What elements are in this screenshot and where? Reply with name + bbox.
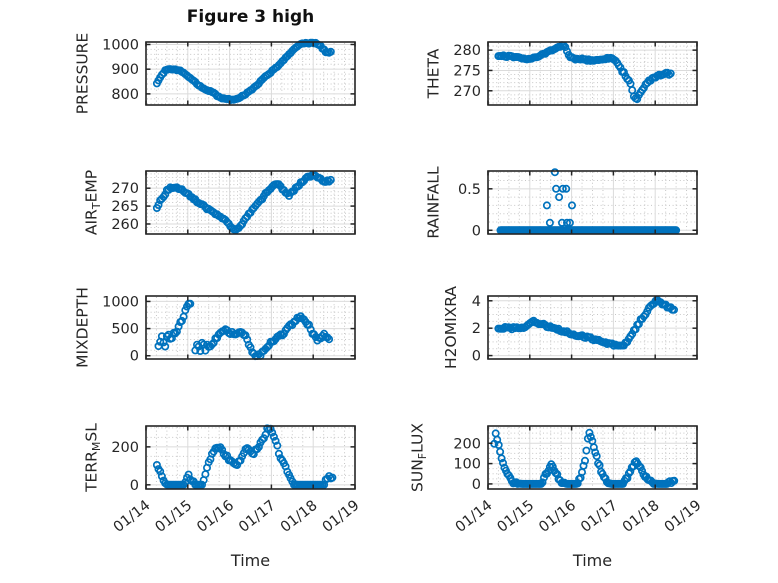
tick-marks <box>145 426 356 489</box>
x-axis-label-right: Time <box>572 551 613 570</box>
x-tick-label: 01/19 <box>662 498 705 536</box>
subplot-sunflux: 0 100 200 SUNFLUX 01/14 01/15 01/16 01/17 01/18 0… <box>408 423 704 536</box>
y-tick-label: 270 <box>111 181 139 197</box>
major-grid <box>489 43 696 104</box>
subplot-airtemp: 260 265 270 AIRTEMP <box>82 170 356 235</box>
subplot-mixdepth: 0 500 1000 MIXDEPTH <box>73 287 356 368</box>
y-axis-label-h2omixra: H2OMIXRA <box>442 286 460 369</box>
y-axis-label-rainfall: RAINFALL <box>424 166 442 239</box>
y-axis-label-theta: THETA <box>424 48 442 99</box>
y-tick-label: 200 <box>111 440 139 456</box>
tick-marks <box>487 171 698 234</box>
y-tick-label: 270 <box>453 84 481 100</box>
tick-marks <box>145 296 356 359</box>
x-tick-label: 01/16 <box>194 498 237 536</box>
x-axis-label-left: Time <box>230 551 271 570</box>
x-tick-label: 01/14 <box>111 498 154 536</box>
subplot-theta: 270 275 280 THETA <box>424 41 698 106</box>
data-markers <box>494 296 678 350</box>
y-axis-label-mixdepth: MIXDEPTH <box>73 287 91 368</box>
x-tick-label: 01/17 <box>236 498 279 536</box>
y-tick-label: 265 <box>111 199 139 215</box>
x-tick-label: 01/17 <box>578 498 621 536</box>
y-tick-label: 260 <box>111 217 139 233</box>
y-tick-label: 200 <box>453 436 481 452</box>
data-markers <box>494 41 675 104</box>
y-tick-label: 800 <box>111 87 139 103</box>
subplot-pressure: 800 900 1000 PRESSURE <box>73 33 356 115</box>
data-markers <box>490 428 679 488</box>
figure-title: Figure 3 high <box>186 7 315 27</box>
y-tick-label: 1000 <box>102 294 139 310</box>
y-axis-label-airtemp: AIRTEMP <box>82 170 103 235</box>
y-tick-label: 4 <box>472 294 481 310</box>
y-tick-label: 0 <box>472 477 481 493</box>
x-tick-label: 01/14 <box>453 498 496 536</box>
axes-box <box>487 170 698 235</box>
subplot-rainfall: 0 0.5 RAINFALL <box>424 166 698 239</box>
y-tick-label: 0 <box>130 349 139 365</box>
tick-marks <box>487 42 698 105</box>
y-tick-label: 100 <box>453 457 481 473</box>
data-markers <box>152 170 335 235</box>
tick-marks <box>487 426 698 489</box>
y-axis-label-sunflux: SUNFLUX <box>408 423 429 492</box>
axes-box <box>145 41 356 106</box>
tick-marks <box>487 296 698 359</box>
major-grid <box>489 427 696 488</box>
x-tick-label: 01/18 <box>278 498 321 536</box>
minor-grid <box>489 297 696 358</box>
data-markers <box>154 299 334 361</box>
x-tick-label: 01/15 <box>494 498 537 536</box>
y-tick-label: 900 <box>111 62 139 78</box>
minor-grid <box>489 427 696 490</box>
axes-box <box>487 425 698 490</box>
axes-box <box>145 170 356 235</box>
y-axis-label-terrmsl: TERRMSL <box>82 423 103 493</box>
y-tick-label: 280 <box>453 43 481 59</box>
subplot-h2omixra: 0 2 4 H2OMIXRA <box>442 286 698 369</box>
x-tick-label: 01/18 <box>620 498 663 536</box>
tick-marks <box>145 42 356 105</box>
y-tick-label: 0.5 <box>458 182 481 198</box>
axes-box <box>145 425 356 490</box>
y-tick-label: 0 <box>472 223 481 239</box>
minor-grid <box>489 171 696 233</box>
y-tick-label: 275 <box>453 63 481 79</box>
y-tick-label: 2 <box>472 321 481 337</box>
y-tick-label: 0 <box>472 349 481 365</box>
data-markers <box>496 168 681 235</box>
axes-box <box>145 295 356 360</box>
x-tick-label: 01/19 <box>320 498 363 536</box>
x-tick-label: 01/15 <box>152 498 195 536</box>
y-axis-label-pressure: PRESSURE <box>73 33 91 115</box>
tick-marks <box>145 171 356 234</box>
x-tick-label: 01/16 <box>536 498 579 536</box>
y-tick-label: 0 <box>130 478 139 494</box>
major-grid <box>489 172 696 233</box>
data-markers <box>152 424 337 489</box>
y-tick-label: 500 <box>111 322 139 338</box>
subplot-terrmsl: 0 200 TERRMSL 01/14 01/15 01/16 01/17 01/18 01/1… <box>82 423 362 536</box>
axes-box <box>487 41 698 106</box>
y-tick-label: 1000 <box>102 37 139 53</box>
